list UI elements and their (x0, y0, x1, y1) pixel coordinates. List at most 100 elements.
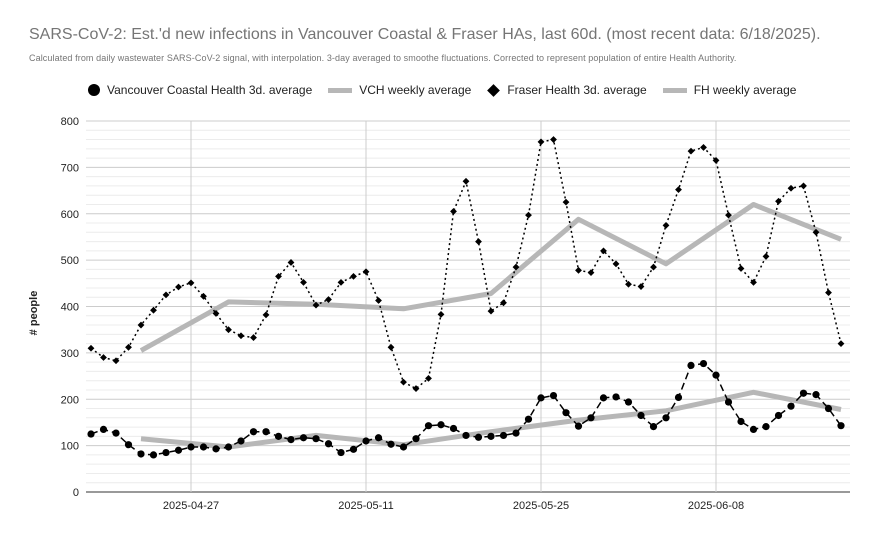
data-point (512, 263, 520, 271)
data-point (624, 398, 633, 406)
data-point (487, 307, 495, 315)
y-tick-label: 600 (61, 209, 79, 221)
data-point (124, 441, 133, 449)
data-point (112, 357, 120, 365)
data-point (637, 411, 645, 420)
x-tick-label: 2025-05-25 (513, 500, 569, 512)
data-point (737, 417, 745, 426)
data-point (775, 197, 782, 205)
data-point (562, 409, 570, 417)
data-point (599, 394, 608, 402)
data-point (449, 424, 458, 433)
data-point (162, 448, 170, 457)
data-point (749, 425, 758, 433)
data-point (225, 326, 232, 334)
data-point (387, 440, 395, 448)
data-point (712, 157, 720, 164)
data-point (362, 268, 370, 276)
data-point (712, 371, 720, 379)
data-point (174, 446, 183, 454)
data-point (575, 266, 582, 274)
y-tick-label: 200 (61, 394, 79, 406)
legend-item-vch-3d[interactable]: Vancouver Coastal Health 3d. average (88, 83, 312, 97)
data-point (462, 431, 470, 440)
data-point (249, 428, 258, 436)
line-swatch-icon (662, 87, 687, 93)
data-point (200, 292, 207, 300)
data-point (212, 310, 220, 317)
data-point (224, 443, 233, 451)
data-point (725, 211, 732, 219)
data-point (237, 437, 245, 445)
data-point (250, 334, 257, 341)
data-point (674, 393, 683, 401)
data-point (362, 437, 370, 445)
data-point (299, 434, 308, 442)
data-point (700, 144, 707, 151)
data-point (175, 283, 182, 291)
data-point (637, 283, 645, 290)
data-point (387, 343, 395, 351)
data-point (587, 269, 595, 277)
data-point (412, 435, 420, 443)
data-point (350, 272, 357, 280)
data-point (837, 340, 845, 347)
data-point (475, 238, 482, 245)
data-point (412, 385, 420, 392)
data-point (375, 297, 382, 304)
data-point (187, 279, 195, 287)
data-point (87, 344, 95, 352)
series-line-3 (139, 202, 842, 353)
legend-item-fh-3d[interactable]: Fraser Health 3d. average (487, 83, 647, 97)
data-point (587, 414, 595, 422)
y-tick-label: 700 (61, 162, 79, 174)
data-point (100, 354, 107, 361)
data-point (99, 425, 108, 433)
data-point (762, 253, 770, 260)
y-tick-label: 0 (73, 487, 79, 499)
y-tick-label: 800 (61, 116, 79, 128)
data-point (262, 428, 270, 436)
data-point (150, 306, 157, 314)
data-point (837, 422, 845, 430)
data-point (462, 177, 470, 185)
data-point (800, 182, 807, 190)
legend-label: FH weekly average (693, 83, 797, 97)
data-point (799, 389, 808, 397)
data-point (187, 443, 195, 451)
data-point (300, 278, 307, 286)
data-point (487, 432, 495, 440)
data-point (537, 394, 545, 402)
legend-item-fh-weekly[interactable]: FH weekly average (662, 83, 797, 97)
legend-label: VCH weekly average (359, 83, 472, 97)
data-point (549, 391, 558, 400)
legend-label: Vancouver Coastal Health 3d. average (107, 83, 313, 97)
x-tick-label: 2025-04-27 (163, 500, 219, 512)
data-point (287, 259, 295, 266)
data-point (337, 278, 345, 286)
data-point (649, 423, 658, 431)
data-point (650, 263, 657, 271)
data-point (425, 374, 432, 382)
legend: Vancouver Coastal Health 3d. average VCH… (88, 81, 812, 99)
y-tick-label: 100 (61, 441, 79, 453)
data-point (774, 411, 783, 420)
legend-item-vch-weekly[interactable]: VCH weekly average (328, 83, 471, 97)
data-point (87, 430, 95, 438)
data-point (400, 378, 407, 386)
data-point (450, 208, 457, 215)
data-point (812, 391, 820, 399)
data-point (500, 299, 507, 307)
data-point (524, 415, 533, 423)
data-point (125, 343, 132, 351)
x-tick-label: 2025-05-11 (338, 500, 393, 512)
data-point (199, 443, 208, 451)
data-point (724, 398, 733, 406)
data-point (112, 429, 120, 437)
data-point (137, 450, 145, 458)
data-point (349, 445, 358, 453)
data-point (612, 393, 620, 401)
data-point (275, 272, 282, 280)
data-point (574, 422, 583, 430)
data-point (325, 296, 332, 303)
